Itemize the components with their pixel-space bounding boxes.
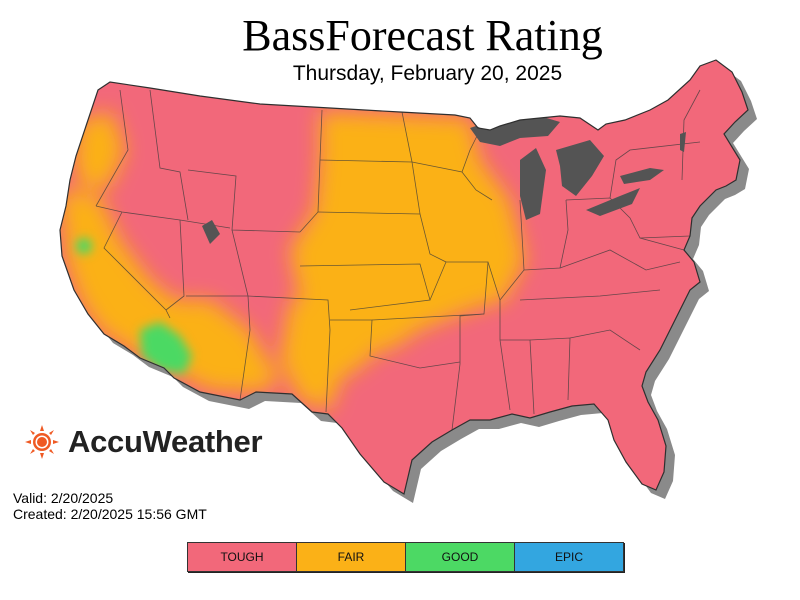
legend-fair: FAIR [297,543,406,571]
legend-tough: TOUGH [188,543,297,571]
map-date: Thursday, February 20, 2025 [292,62,563,85]
valid-date: Valid: 2/20/2025 [13,490,114,506]
map-title: BassForecast Rating [242,11,603,60]
sun-icon [25,425,59,459]
created-date: Created: 2/20/2025 15:56 GMT [13,506,207,522]
state-borders [95,89,701,431]
accuweather-logo: AccuWeather [24,424,263,460]
fair-regions [60,112,525,410]
brand-name: AccuWeather [68,424,263,459]
legend-good: GOOD [406,543,515,571]
legend-epic: EPIC [515,543,623,571]
rating-legend: TOUGH FAIR GOOD EPIC [187,542,624,572]
good-regions [76,238,192,374]
great-lakes [202,116,686,244]
forecast-meta: Valid: 2/20/2025 Created: 2/20/2025 15:5… [13,490,207,522]
